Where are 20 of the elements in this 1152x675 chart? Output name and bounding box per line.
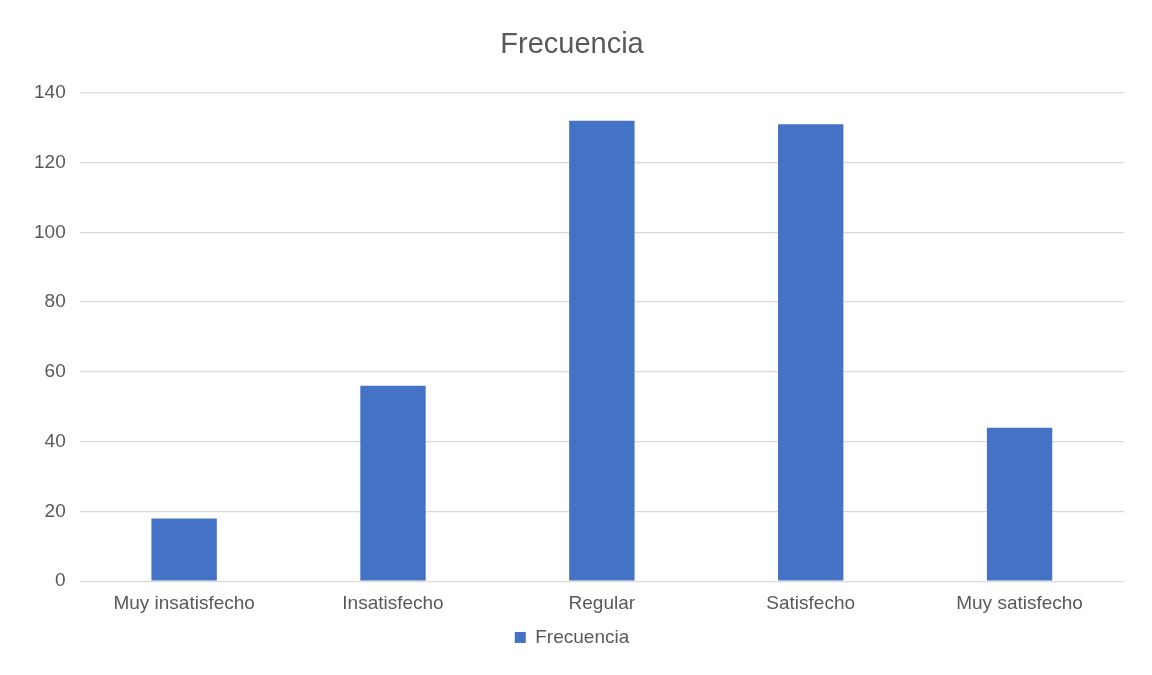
y-tick-label: 0	[55, 569, 66, 591]
y-tick-label: 80	[44, 290, 66, 312]
bar	[569, 120, 635, 581]
y-tick-label: 20	[44, 499, 66, 521]
y-tick-label: 140	[34, 81, 66, 103]
bar	[151, 518, 217, 581]
x-tick-label: Muy insatisfecho	[113, 591, 255, 613]
x-tick-label: Regular	[568, 591, 636, 613]
bar	[360, 385, 426, 581]
bar	[986, 427, 1053, 581]
y-tick-label: 40	[44, 429, 66, 451]
x-tick-label: Insatisfecho	[342, 591, 444, 613]
legend-label: Frecuencia	[535, 625, 630, 647]
x-tick-label: Satisfecho	[766, 591, 856, 613]
bar	[778, 124, 844, 581]
x-tick-label: Muy satisfecho	[956, 591, 1083, 613]
y-tick-label: 120	[34, 150, 66, 172]
y-tick-label: 100	[34, 220, 66, 242]
y-tick-label: 60	[44, 360, 66, 382]
chart-title: Frecuencia	[500, 27, 645, 60]
